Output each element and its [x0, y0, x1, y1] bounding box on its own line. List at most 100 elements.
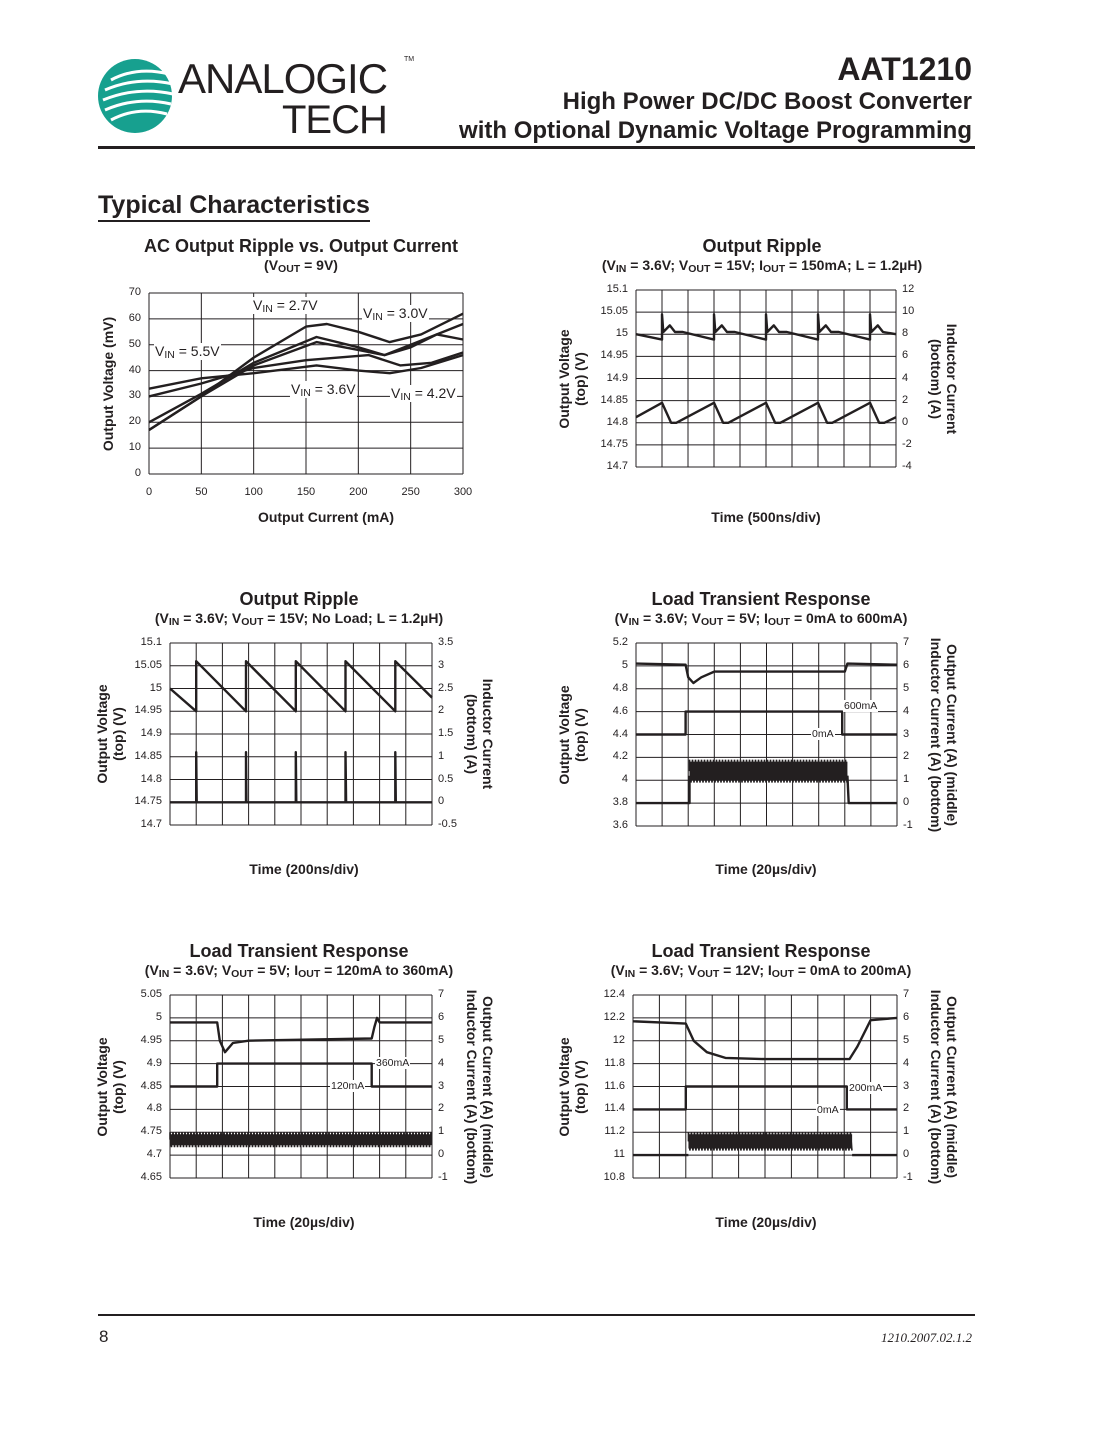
logo-text-top: ANALOGIC: [178, 55, 388, 102]
y2-axis-label: Output Current (A) (middle) Inductor Cur…: [928, 989, 960, 1184]
chart-subtitle: (VIN = 3.6V; VOUT = 15V; No Load; L = 1.…: [154, 610, 444, 629]
y2-tick-label: 2: [903, 750, 910, 763]
y2-tick-label: -0.5: [438, 818, 457, 830]
y-tick-label: 4.2: [612, 750, 628, 763]
chart-subtitle: (VIN = 3.6V; VOUT = 5V; IOUT = 0mA to 60…: [614, 610, 908, 629]
x-tick-label: 50: [195, 486, 208, 498]
y-tick-label: 15.05: [600, 305, 628, 318]
y-tick-label: 4.85: [140, 1079, 162, 1092]
x-tick-label: 250: [401, 486, 420, 498]
y-tick-label: 12.2: [603, 1010, 625, 1023]
y-tick-label: 11.6: [604, 1079, 625, 1092]
y2-tick-label: 4: [902, 371, 909, 384]
part-number: AAT1210: [837, 51, 972, 87]
y-tick-label: 4.6: [612, 704, 628, 717]
y-tick-label: 70: [128, 286, 141, 298]
y-tick-label: 14.85: [134, 749, 162, 762]
chart-title: AC Output Ripple vs. Output Current: [144, 236, 458, 256]
series-label: VIN = 5.5V: [154, 343, 221, 362]
y2-tick-label: 3: [438, 658, 445, 671]
y2-tick-label: 6: [438, 1010, 445, 1023]
y-tick-label: 14.75: [600, 437, 628, 450]
plot-area: [169, 994, 433, 1179]
y2-tick-label: 5: [438, 1033, 445, 1046]
chart-subtitle: (VOUT = 9V): [264, 257, 338, 276]
y-tick-label: 11.4: [604, 1102, 625, 1115]
y-tick-label: 0: [134, 467, 141, 479]
y-axis-label: Output Voltage (top) (V): [556, 328, 588, 429]
x-axis-label: Time (20µs/div): [253, 1214, 355, 1230]
document-code: 1210.2007.02.1.2: [881, 1330, 972, 1345]
current-trace: [846, 775, 897, 805]
footer-rule: [98, 1314, 975, 1316]
y2-tick-label: 6: [903, 658, 910, 671]
series-line: [148, 351, 464, 398]
series-line: [148, 353, 464, 390]
y2-tick-label: 12: [902, 283, 915, 295]
y-tick-label: 15: [149, 681, 162, 694]
y-tick-label: 15.1: [606, 283, 628, 295]
inductor-current-envelope: [689, 761, 848, 781]
current-step-annotation: 360mA: [375, 1057, 411, 1069]
y2-tick-label: 8: [902, 327, 909, 340]
current-trace: [633, 1085, 897, 1111]
y-tick-label: 4.7: [146, 1148, 162, 1161]
y-tick-label: 4: [621, 773, 628, 786]
x-axis-label: Time (500ns/div): [711, 509, 821, 525]
y-tick-label: 5: [621, 658, 628, 671]
chart-subtitle: (VIN = 3.6V; VOUT = 5V; IOUT = 120mA to …: [144, 962, 454, 981]
chart-title: Load Transient Response: [651, 941, 871, 961]
y-tick-label: 14.9: [140, 727, 162, 739]
x-tick-label: 300: [453, 486, 473, 498]
y2-tick-label: -1: [903, 1171, 913, 1183]
y-tick-label: 11: [613, 1148, 625, 1161]
chart-title: Output Ripple: [702, 236, 822, 256]
chart-title: Load Transient Response: [651, 589, 871, 609]
y-tick-label: 10: [128, 441, 141, 454]
y2-tick-label: -1: [903, 819, 913, 831]
y2-tick-label: 5: [903, 1033, 910, 1046]
y-tick-label: 5.05: [140, 988, 162, 1000]
y2-axis-label: Inductor Current (bottom) (A): [928, 323, 960, 434]
plot-area: [148, 292, 464, 475]
y-tick-label: 14.9: [606, 371, 628, 384]
y-tick-label: 12.4: [603, 988, 625, 1000]
y-tick-label: 15: [615, 327, 628, 340]
y2-tick-label: 7: [903, 636, 910, 648]
y2-tick-label: 2: [438, 704, 445, 717]
y2-tick-label: 5: [903, 681, 910, 694]
y-tick-label: 4.4: [612, 727, 628, 740]
doc-subtitle-line2: with Optional Dynamic Voltage Programmin…: [459, 117, 972, 144]
y2-tick-label: 1: [438, 1125, 445, 1138]
y-tick-label: 4.65: [140, 1171, 162, 1183]
x-tick-label: 200: [349, 486, 368, 498]
current-step-annotation: 120mA: [330, 1080, 366, 1092]
y-tick-label: 14.75: [134, 795, 162, 808]
y-tick-label: 5.2: [612, 636, 628, 648]
page-number: 8: [99, 1327, 109, 1346]
y2-tick-label: 6: [903, 1010, 910, 1023]
analogictech-logo-icon: [98, 59, 174, 133]
inductor-current-envelope: [688, 1134, 853, 1149]
output-voltage-trace: [632, 1016, 898, 1061]
y2-tick-label: 1: [903, 1125, 910, 1138]
y2-tick-label: 6: [902, 349, 909, 362]
current-trace: [170, 1062, 432, 1088]
y2-tick-label: 7: [438, 988, 445, 1000]
y-tick-label: 5: [155, 1010, 162, 1023]
plot-area: [635, 289, 897, 468]
current-step-annotation: 0mA: [816, 1104, 840, 1116]
y2-tick-label: 0: [903, 1148, 910, 1161]
y2-tick-label: 4: [438, 1056, 445, 1069]
y-tick-label: 15.1: [140, 636, 162, 648]
y2-tick-label: 2: [438, 1102, 445, 1115]
chart-subtitle: (VIN = 3.6V; VOUT = 12V; IOUT = 0mA to 2…: [610, 962, 912, 981]
y2-tick-label: 3: [903, 727, 910, 740]
plot-area: [169, 642, 433, 826]
output-voltage-trace: [635, 662, 898, 685]
y-tick-label: 14.8: [606, 415, 628, 428]
y-axis-label: Output Voltage (top) (V): [556, 1036, 588, 1137]
current-trace: [636, 710, 897, 736]
y2-tick-label: 10: [902, 305, 915, 318]
